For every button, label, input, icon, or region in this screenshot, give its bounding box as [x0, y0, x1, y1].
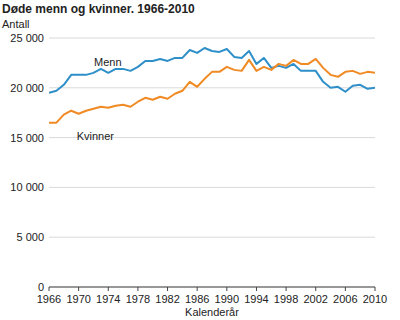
- chart: Døde menn og kvinner. 1966-2010 Antall Kal…: [0, 0, 400, 320]
- x-tick-label: 1966: [37, 293, 61, 305]
- x-tick-label: 1994: [244, 293, 268, 305]
- y-tick-label: 25 000: [10, 32, 44, 44]
- x-tick-label: 1978: [126, 293, 150, 305]
- plot-area: [49, 48, 375, 123]
- y-tick-label: 15 000: [10, 132, 44, 144]
- x-tick-label: 1986: [185, 293, 209, 305]
- y-tick-label: 0: [38, 281, 44, 293]
- grid-line: [49, 237, 375, 238]
- x-tick: [167, 287, 168, 291]
- x-axis-label: Kalenderår: [185, 306, 239, 318]
- y-tick-label: 5 000: [16, 231, 44, 243]
- y-tick-label: 20 000: [10, 82, 44, 94]
- x-tick-label: 1990: [215, 293, 239, 305]
- x-tick: [256, 287, 257, 291]
- x-tick: [345, 287, 346, 291]
- y-tick-label: 10 000: [10, 181, 44, 193]
- x-tick-label: 1998: [274, 293, 298, 305]
- grid-line: [49, 187, 375, 188]
- x-tick-label: 2010: [363, 293, 387, 305]
- x-tick: [108, 287, 109, 291]
- x-tick-label: 1982: [155, 293, 179, 305]
- grid-line: [49, 287, 375, 288]
- x-tick: [375, 287, 376, 291]
- x-tick: [197, 287, 198, 291]
- grid-line: [49, 38, 375, 39]
- x-tick: [315, 287, 316, 291]
- y-axis-label: Antall: [2, 18, 30, 30]
- x-axis-line: [49, 287, 375, 288]
- grid-line: [49, 87, 375, 88]
- title: Døde menn og kvinner. 1966-2010: [2, 2, 195, 16]
- series-line: [49, 59, 375, 123]
- x-tick: [49, 287, 50, 291]
- series-label: Kvinner: [77, 130, 115, 142]
- x-tick-label: 1970: [66, 293, 90, 305]
- x-tick-label: 1974: [96, 293, 120, 305]
- x-tick-label: 2002: [303, 293, 327, 305]
- x-tick: [78, 287, 79, 291]
- x-tick: [286, 287, 287, 291]
- x-tick: [137, 287, 138, 291]
- x-tick-label: 2006: [333, 293, 357, 305]
- x-tick: [226, 287, 227, 291]
- series-label: Menn: [94, 56, 122, 68]
